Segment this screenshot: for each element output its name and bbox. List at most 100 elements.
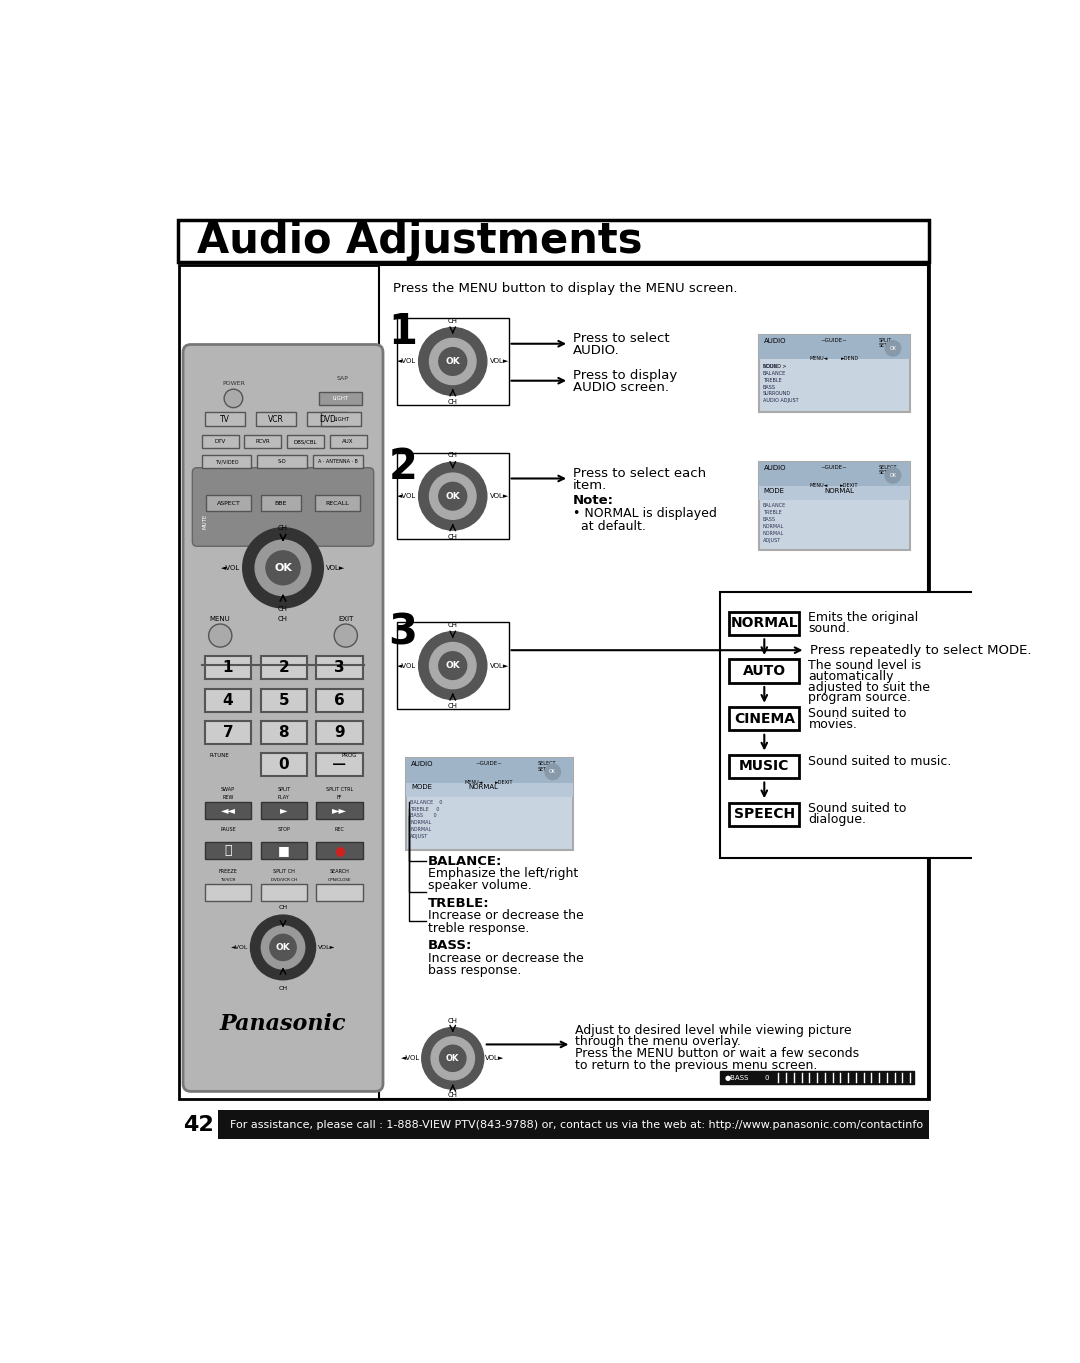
Circle shape	[225, 390, 243, 408]
Text: ASPECT: ASPECT	[217, 500, 241, 506]
Text: Emphasize the left/right: Emphasize the left/right	[428, 867, 578, 880]
Text: OK: OK	[445, 357, 460, 365]
Text: MODE: MODE	[764, 488, 784, 493]
Text: REW: REW	[222, 795, 233, 800]
Bar	[257, 455, 307, 468]
Text: RCVR: RCVR	[256, 439, 270, 444]
Text: 9: 9	[335, 725, 345, 740]
Text: ►►: ►►	[333, 806, 347, 815]
Bar	[313, 455, 363, 468]
Bar	[397, 453, 509, 540]
Circle shape	[430, 642, 476, 688]
Circle shape	[430, 473, 476, 519]
Text: CH: CH	[448, 453, 458, 458]
Text: 4: 4	[222, 692, 233, 707]
Bar	[321, 412, 362, 427]
Circle shape	[419, 327, 487, 395]
Text: through the menu overlay.: through the menu overlay.	[576, 1035, 741, 1048]
Text: CH: CH	[448, 1092, 458, 1099]
Text: NORMAL: NORMAL	[762, 523, 784, 529]
Text: TV: TV	[220, 414, 230, 424]
Text: Emits the original: Emits the original	[809, 612, 919, 624]
Circle shape	[419, 462, 487, 530]
Text: • NORMAL is displayed: • NORMAL is displayed	[572, 507, 717, 521]
Bar	[759, 334, 910, 358]
Text: ◄VOL: ◄VOL	[396, 358, 416, 364]
Text: CH: CH	[448, 399, 458, 405]
Text: The sound level is: The sound level is	[809, 660, 921, 672]
Bar	[260, 657, 307, 680]
Text: OK: OK	[274, 563, 292, 572]
Text: Adjust to desired level while viewing picture: Adjust to desired level while viewing pi…	[576, 1024, 852, 1037]
Text: ◄VOL: ◄VOL	[220, 564, 240, 571]
Text: VOL►: VOL►	[485, 1055, 504, 1062]
Text: SOUND >: SOUND >	[762, 364, 786, 369]
Text: ~GUIDE~: ~GUIDE~	[821, 465, 848, 470]
Text: SPEECH: SPEECH	[733, 807, 795, 822]
Text: AUDIO.: AUDIO.	[572, 345, 620, 357]
Text: PLAY: PLAY	[278, 795, 289, 800]
Bar	[205, 412, 245, 427]
Text: OK: OK	[550, 769, 556, 774]
Text: DBS/CBL: DBS/CBL	[294, 439, 318, 444]
Circle shape	[243, 527, 323, 608]
Text: AUDIO screen.: AUDIO screen.	[572, 382, 669, 394]
Text: BALANCE:: BALANCE:	[428, 855, 502, 868]
Bar	[720, 1070, 914, 1085]
Circle shape	[334, 624, 357, 647]
Bar	[316, 842, 363, 859]
Text: CH: CH	[278, 607, 288, 612]
Text: ►DEXIT: ►DEXIT	[840, 483, 859, 488]
Text: TREBLE     0: TREBLE 0	[410, 807, 440, 811]
Text: Increase or decrease the: Increase or decrease the	[428, 909, 583, 923]
Text: DVD/VCR CH: DVD/VCR CH	[271, 878, 297, 882]
Text: BBE: BBE	[274, 500, 287, 506]
Text: Press to display: Press to display	[572, 369, 677, 382]
Bar	[260, 688, 307, 711]
Bar	[177, 219, 930, 262]
Text: 2: 2	[389, 446, 417, 488]
Bar	[260, 801, 307, 819]
Text: 7: 7	[222, 725, 233, 740]
Text: ►DEND: ►DEND	[840, 356, 859, 361]
Text: sound.: sound.	[809, 622, 850, 635]
Circle shape	[261, 925, 305, 969]
Text: Increase or decrease the: Increase or decrease the	[428, 951, 583, 965]
Bar	[316, 657, 363, 680]
Text: MENU: MENU	[210, 616, 231, 622]
Text: SPLIT CH: SPLIT CH	[273, 870, 295, 875]
Bar	[406, 758, 572, 851]
Bar	[729, 612, 799, 635]
Text: OK: OK	[445, 492, 460, 500]
Text: ~GUIDE~: ~GUIDE~	[821, 338, 848, 342]
Text: POWER: POWER	[222, 380, 245, 386]
Text: ADJUST: ADJUST	[762, 538, 781, 542]
Text: STOP: STOP	[278, 827, 291, 831]
FancyBboxPatch shape	[183, 345, 383, 1092]
Text: Press to select each: Press to select each	[572, 466, 706, 480]
Bar	[205, 801, 252, 819]
Text: EXIT: EXIT	[338, 616, 353, 622]
Text: VOL►: VOL►	[326, 564, 346, 571]
Text: CH: CH	[448, 1018, 458, 1025]
Circle shape	[208, 624, 232, 647]
Text: ◄◄: ◄◄	[220, 806, 235, 815]
Text: speaker volume.: speaker volume.	[428, 879, 531, 893]
Circle shape	[886, 341, 901, 356]
Text: SPLIT: SPLIT	[278, 786, 291, 792]
Text: Press the MENU button or wait a few seconds: Press the MENU button or wait a few seco…	[576, 1047, 860, 1060]
Bar	[314, 495, 360, 511]
Text: FF: FF	[337, 795, 342, 800]
Text: PAUSE: PAUSE	[220, 827, 235, 831]
Text: TREBLE: TREBLE	[762, 510, 782, 515]
Bar	[205, 885, 252, 901]
Bar	[256, 412, 296, 427]
Text: SURROUND: SURROUND	[762, 391, 791, 397]
Circle shape	[886, 468, 901, 483]
Bar	[287, 435, 324, 447]
Text: SWAP: SWAP	[221, 786, 235, 792]
Text: MENU◄: MENU◄	[464, 780, 483, 785]
Circle shape	[422, 1028, 484, 1089]
Text: CINEMA: CINEMA	[733, 711, 795, 725]
Text: Sound suited to: Sound suited to	[809, 803, 907, 815]
